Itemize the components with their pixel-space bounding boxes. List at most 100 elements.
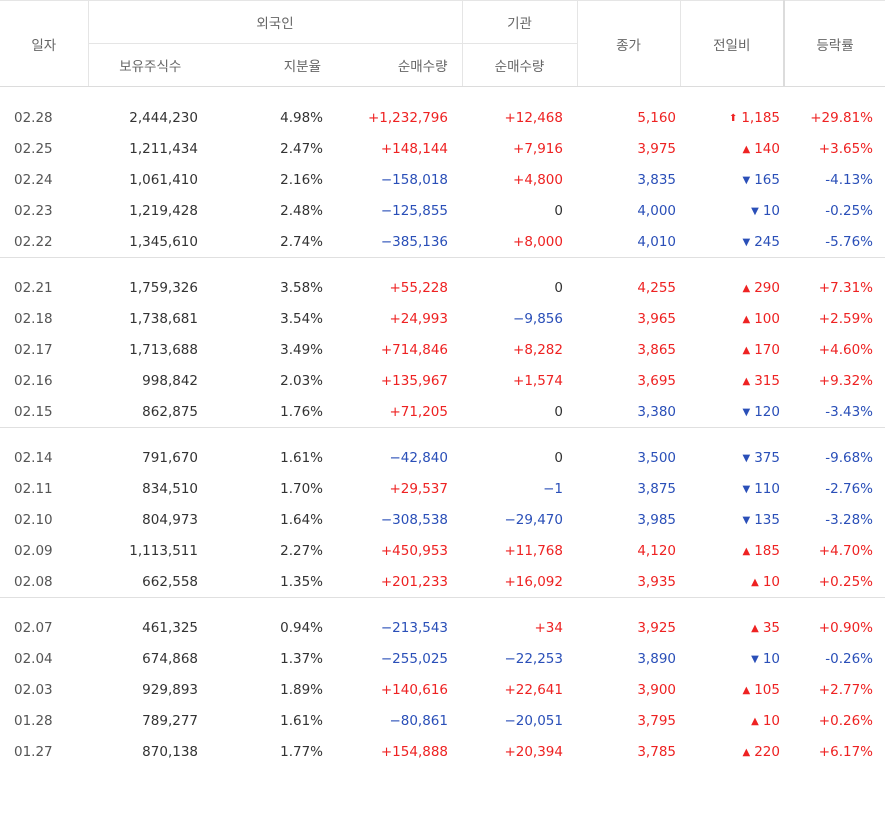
table-row: 02.24 1,061,410 2.16% −158,018 +4,800 3,… bbox=[0, 164, 885, 195]
cell-foreign-net: +154,888 bbox=[380, 743, 448, 760]
cell-change-value: 165 bbox=[754, 171, 780, 188]
cell-change-value: 315 bbox=[754, 372, 780, 389]
cell-date: 02.07 bbox=[14, 619, 53, 636]
group-separator bbox=[0, 427, 885, 442]
cell-change-value: 35 bbox=[762, 619, 780, 636]
up-arrow-icon: ⬆ bbox=[728, 112, 738, 124]
cell-date: 02.18 bbox=[14, 310, 53, 327]
cell-date: 01.27 bbox=[14, 743, 53, 760]
header-holdings: 보유주식수 bbox=[87, 43, 212, 87]
cell-date: 02.17 bbox=[14, 341, 53, 358]
down-arrow-icon: ▼ bbox=[742, 452, 751, 464]
cell-ratio: 3.54% bbox=[280, 310, 323, 327]
cell-close: 3,890 bbox=[637, 650, 676, 667]
down-arrow-icon: ▼ bbox=[742, 514, 751, 526]
up-arrow-icon: ▲ bbox=[742, 143, 751, 155]
cell-change-value: 10 bbox=[762, 573, 780, 590]
header-close: 종가 bbox=[576, 0, 680, 87]
cell-rate: -0.25% bbox=[825, 202, 873, 219]
cell-change-value: 185 bbox=[754, 542, 780, 559]
cell-close: 3,500 bbox=[637, 449, 676, 466]
cell-rate: -2.76% bbox=[825, 480, 873, 497]
cell-inst-net: −20,051 bbox=[504, 712, 563, 729]
cell-rate: +0.25% bbox=[818, 573, 873, 590]
cell-inst-net: +1,574 bbox=[513, 372, 563, 389]
cell-rate: -3.43% bbox=[825, 403, 873, 420]
table-row: 02.11 834,510 1.70% +29,537 −1 3,875 ▼ 11… bbox=[0, 473, 885, 504]
table-row: 02.03 929,893 1.89% +140,616 +22,641 3,9… bbox=[0, 674, 885, 705]
table-row: 02.04 674,868 1.37% −255,025 −22,253 3,8… bbox=[0, 643, 885, 674]
cell-close: 3,695 bbox=[637, 372, 676, 389]
cell-holdings: 1,738,681 bbox=[129, 310, 198, 327]
cell-holdings: 1,219,428 bbox=[129, 202, 198, 219]
cell-holdings: 791,670 bbox=[142, 449, 198, 466]
table-row: 02.07 461,325 0.94% −213,543 +34 3,925 ▲… bbox=[0, 612, 885, 643]
cell-ratio: 2.74% bbox=[280, 233, 323, 250]
cell-inst-net: +12,468 bbox=[504, 109, 563, 126]
cell-date: 02.24 bbox=[14, 171, 53, 188]
cell-holdings: 674,868 bbox=[142, 650, 198, 667]
cell-foreign-net: −308,538 bbox=[380, 511, 448, 528]
up-arrow-icon: ▲ bbox=[742, 313, 751, 325]
up-arrow-icon: ▲ bbox=[751, 576, 759, 588]
cell-rate: -3.28% bbox=[825, 511, 873, 528]
cell-holdings: 1,061,410 bbox=[129, 171, 198, 188]
cell-close: 3,875 bbox=[637, 480, 676, 497]
cell-rate: -0.26% bbox=[825, 650, 873, 667]
cell-change-value: 10 bbox=[762, 202, 780, 219]
cell-change: ▼ 375 bbox=[680, 442, 784, 473]
cell-holdings: 1,113,511 bbox=[129, 542, 198, 559]
cell-change: ▲ 35 bbox=[680, 612, 784, 643]
header-date: 일자 bbox=[0, 0, 88, 87]
up-arrow-icon: ▲ bbox=[751, 622, 759, 634]
cell-inst-net: −22,253 bbox=[504, 650, 563, 667]
cell-change-value: 10 bbox=[762, 712, 780, 729]
cell-rate: +6.17% bbox=[818, 743, 873, 760]
cell-close: 3,965 bbox=[637, 310, 676, 327]
cell-change-value: 170 bbox=[754, 341, 780, 358]
cell-ratio: 1.37% bbox=[280, 650, 323, 667]
cell-foreign-net: +201,233 bbox=[380, 573, 448, 590]
cell-change: ▼ 10 bbox=[680, 643, 784, 674]
up-arrow-icon: ▲ bbox=[742, 746, 751, 758]
cell-ratio: 2.16% bbox=[280, 171, 323, 188]
cell-change: ▲ 140 bbox=[680, 133, 784, 164]
cell-change: ▲ 100 bbox=[680, 303, 784, 334]
cell-date: 02.15 bbox=[14, 403, 53, 420]
table-row: 02.18 1,738,681 3.54% +24,993 −9,856 3,9… bbox=[0, 303, 885, 334]
cell-rate: -9.68% bbox=[825, 449, 873, 466]
header-inst-net: 순매수량 bbox=[461, 43, 577, 87]
cell-date: 02.23 bbox=[14, 202, 53, 219]
cell-foreign-net: +1,232,796 bbox=[367, 109, 448, 126]
cell-rate: +0.26% bbox=[818, 712, 873, 729]
cell-change: ▲ 290 bbox=[680, 272, 784, 303]
cell-inst-net: +16,092 bbox=[504, 573, 563, 590]
cell-inst-net: 0 bbox=[554, 449, 563, 466]
table-row: 01.27 870,138 1.77% +154,888 +20,394 3,7… bbox=[0, 736, 885, 767]
cell-close: 3,925 bbox=[637, 619, 676, 636]
cell-change-value: 110 bbox=[754, 480, 780, 497]
group-separator bbox=[0, 87, 885, 103]
cell-ratio: 1.70% bbox=[280, 480, 323, 497]
cell-change: ▼ 135 bbox=[680, 504, 784, 535]
cell-date: 02.11 bbox=[14, 480, 53, 497]
cell-inst-net: −29,470 bbox=[504, 511, 563, 528]
cell-rate: +3.65% bbox=[818, 140, 873, 157]
cell-close: 3,975 bbox=[637, 140, 676, 157]
cell-close: 4,120 bbox=[637, 542, 676, 559]
cell-change: ▼ 110 bbox=[680, 473, 784, 504]
cell-change: ⬆ 1,185 bbox=[680, 102, 784, 133]
cell-holdings: 834,510 bbox=[142, 480, 198, 497]
cell-close: 3,785 bbox=[637, 743, 676, 760]
investor-trading-table: 일자 외국인 기관 종가 전일비 등락률 보유주식수 지분율 순매수량 순매수량… bbox=[0, 0, 885, 767]
cell-inst-net: +20,394 bbox=[504, 743, 563, 760]
cell-inst-net: +22,641 bbox=[504, 681, 563, 698]
down-arrow-icon: ▼ bbox=[751, 653, 759, 665]
cell-ratio: 1.61% bbox=[280, 712, 323, 729]
cell-rate: +0.90% bbox=[818, 619, 873, 636]
cell-change-value: 120 bbox=[754, 403, 780, 420]
cell-foreign-net: −255,025 bbox=[380, 650, 448, 667]
cell-inst-net: −9,856 bbox=[513, 310, 563, 327]
cell-ratio: 4.98% bbox=[280, 109, 323, 126]
cell-date: 02.03 bbox=[14, 681, 53, 698]
